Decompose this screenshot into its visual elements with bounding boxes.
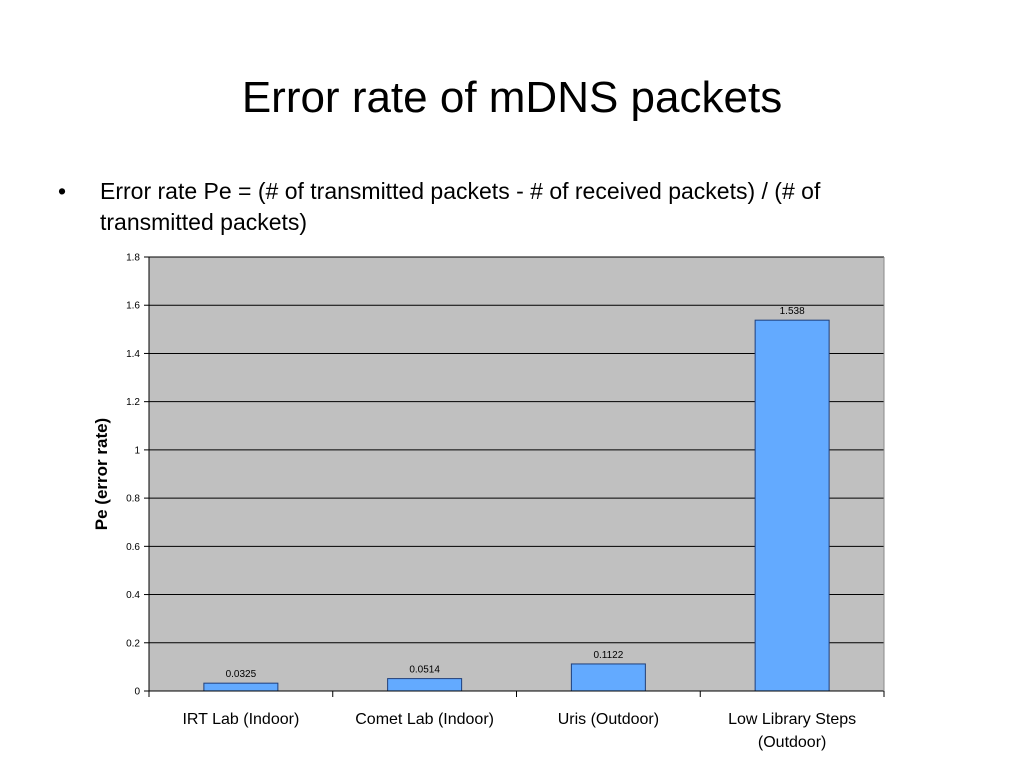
data-label: 0.0514 [409,665,440,676]
bar [203,682,279,692]
y-tick-label: 1.2 [126,397,140,408]
y-tick-label: 0.8 [126,494,140,505]
y-tick-label: 0 [134,687,140,698]
y-tick-label: 1.8 [126,253,140,264]
y-tick-label: 0.6 [126,542,140,553]
axes [144,256,885,697]
x-category-label: Low Library Steps [728,711,856,728]
y-tick-label: 1.4 [126,349,140,360]
x-category-labels: IRT Lab (Indoor) Comet Lab (Indoor) Uris (… [182,711,856,751]
bar [570,663,646,692]
bullet-text: Error rate Pe = (# of transmitted packet… [100,178,821,235]
y-tick-label: 0.2 [126,638,140,649]
y-axis-title: Pe (error rate) [92,418,111,530]
data-label: 0.1122 [593,650,623,661]
data-labels: 0.0325 0.0514 0.1122 1.538 [226,306,805,680]
x-category-label: (Outdoor) [758,734,826,751]
x-category-label: IRT Lab (Indoor) [182,711,299,728]
data-label: 0.0325 [226,669,257,680]
slide-title: Error rate of mDNS packets [241,73,783,122]
bar [387,678,463,692]
bar [754,319,830,692]
y-tick-label: 1.6 [126,301,140,312]
x-category-label: Uris (Outdoor) [558,711,659,728]
y-tick-label: 1 [134,445,140,456]
y-tick-labels: 0 0.2 0.4 0.6 0.8 1 1.2 1.4 1.6 1.8 [126,253,140,698]
y-tick-label: 0.4 [126,590,140,601]
data-label: 1.538 [780,306,805,317]
x-category-label: Comet Lab (Indoor) [355,711,494,728]
bullet-marker: • [58,178,67,204]
